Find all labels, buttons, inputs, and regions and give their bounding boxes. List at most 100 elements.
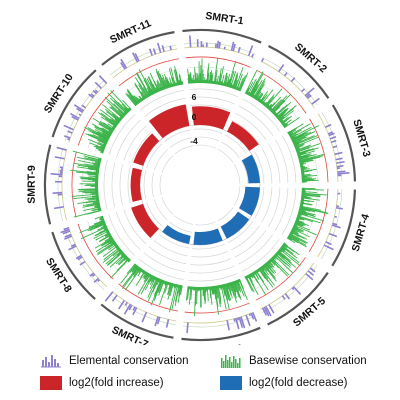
segment-arc [267,271,329,326]
fold-grid-arc [159,174,162,196]
red-guide-arc [309,118,329,183]
scale-ticks: 6 0 -4 [190,92,198,146]
fold-grid-arc [131,131,152,163]
legend-label-elemental: Elemental conservation [69,355,189,367]
fold-grid-arc [224,134,247,154]
red-guide-arc [71,151,77,218]
fold-grid-arc [195,221,216,226]
elemental-guide [182,315,256,328]
segment-labels: SMRT-1 SMRT-2 SMRT-3 SMRT-4 SMRT-5 SMRT-6 SMRT… [26,10,373,345]
segment-arc [181,326,261,342]
segment-label: SMRT-4 [350,212,372,252]
elemental-conservation-bars [186,312,258,334]
fold-grid-arc [238,234,273,265]
elemental-guide [262,57,318,106]
fold-grid-arc [217,207,234,222]
segment-label: SMRT-7 [110,324,150,345]
legend: Elemental conservation Basewise conserva… [40,350,390,398]
basewise-base-band [287,130,305,183]
fold-increase-swatch [40,376,62,390]
scale-tick-top: 6 [192,92,197,102]
fold-grid-arc [174,215,194,225]
fold-grid-arc [146,201,163,227]
legend-item-increase: log2(fold increase) [40,374,164,392]
segment-label: SMRT-1 [205,10,245,28]
basewise-base-band [188,79,242,92]
fold-grid-arc [235,112,267,141]
fold-grid-arc [169,137,193,149]
fold-grid-arc [111,162,116,208]
elemental-baseline [112,48,178,79]
fold-grid-arc [159,234,190,249]
fold-decrease-bar [162,225,191,244]
elemental-conservation-bars [50,146,67,210]
elemental-guide [64,228,105,290]
segment-arc [268,44,330,99]
fold-grid-arc [138,258,184,280]
basewise-conservation-track [70,58,329,316]
fold-grid-arc [227,221,254,243]
red-guide-arc [255,257,306,301]
fold-increase-bar [148,104,190,139]
red-guide-arc [256,69,307,114]
fold-increase-bar [133,133,160,166]
basewise-conservation-bars [287,123,325,183]
segment-arc [51,231,96,300]
fold-grid-arc [261,187,273,223]
fold-change-track [130,104,260,245]
elemental-baseline [61,149,68,221]
red-guide-arc [308,188,329,252]
segment-arc [51,69,97,138]
fold-grid-arc [190,258,232,266]
elemental-conservation-bars [189,35,254,58]
fold-grid-arc [116,119,142,158]
elemental-guide [64,79,105,142]
red-guide-arc [118,58,179,87]
fold-grid-arc [191,251,229,258]
fold-grid-arc [127,166,131,204]
basewise-base-band [244,242,287,280]
elemental-baseline [68,82,108,143]
fold-grid-arc [174,145,194,155]
elemental-conservation-bars [261,58,320,105]
elemental-conservation-bars [104,291,170,328]
fold-grid-arc [231,120,260,145]
fold-grid-arc [108,113,136,156]
segment-label: SMRT-6 [203,343,243,345]
segment-ideogram-ring [43,28,357,342]
fold-grid-arc [234,164,241,185]
fold-grid-arc [231,225,260,251]
legend-item-decrease: log2(fold decrease) [220,374,347,392]
fold-grid-arc [153,199,168,221]
fold-grid-arc [119,164,124,206]
fold-grid-arc [161,197,174,215]
fold-grid-arc [103,160,108,210]
fold-grid-arc [115,211,141,251]
red-guide-arc [185,56,251,68]
elemental-baseline [184,46,255,59]
segment-label: SMRT-10 [42,72,76,116]
fold-grid-arc [189,88,238,98]
fold-grid-arc [238,105,274,136]
segment-arc [100,303,174,339]
legend-label-increase: log2(fold increase) [69,377,164,389]
fold-grid-arc [242,98,280,132]
fold-grid-arc [188,273,238,282]
fold-grid-arc [194,136,220,142]
grey-guide-arc [87,97,121,149]
fold-grid-arc [146,143,163,168]
basewise-conservation-bars [185,278,248,316]
fold-grid-arc [190,104,232,112]
fold-grid-arc [154,149,168,171]
fold-grid-arc [234,230,267,258]
basewise-conservation-bars [244,242,301,296]
fold-decrease-swatch [220,376,242,390]
fold-grid-arc [281,135,297,183]
circos-plot: SMRT-1 SMRT-2 SMRT-3 SMRT-4 SMRT-5 SMRT-6 SMRT… [26,10,373,345]
elemental-conservation-bars [261,267,316,317]
fold-grid-arc [254,186,265,219]
basewise-base-band [287,187,305,240]
segment-label: SMRT-3 [350,118,372,158]
fold-increase-bar [130,167,142,202]
segment-arc [331,189,357,267]
